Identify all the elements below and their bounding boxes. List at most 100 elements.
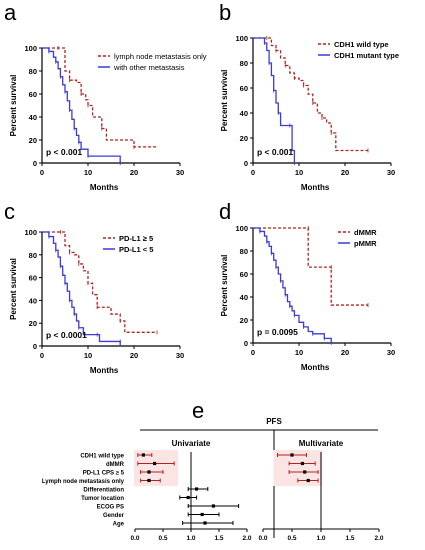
forest-univariate-estimate	[211, 504, 215, 508]
y-tick-label-a: 100	[24, 44, 37, 53]
forest-multivariate-x-tick-label: 2.0	[374, 535, 383, 542]
x-tick-label-d: 30	[387, 348, 395, 357]
y-tick-label-a: 40	[29, 113, 37, 122]
x-tick-label-b: 10	[295, 168, 303, 177]
x-tick-label-c: 0	[40, 351, 44, 360]
y-tick-label-d: 0	[244, 339, 248, 348]
forest-univariate-estimate	[200, 512, 204, 517]
forest-univariate-estimate	[203, 521, 207, 525]
x-axis-label-b: Months	[301, 183, 330, 192]
y-tick-label-d: 80	[240, 247, 248, 256]
y-tick-label-c: 100	[24, 228, 37, 237]
forest-row-label: Lymph node metastasis only	[42, 479, 125, 485]
y-tick-label-b: 80	[240, 59, 248, 68]
forest-univariate-estimate	[195, 487, 199, 491]
legend-label-d-0: dMMR	[354, 228, 377, 237]
legend-label-b-0: CDH1 wild type	[334, 40, 389, 49]
y-axis-label-b: Percent survival	[220, 70, 229, 132]
legend-label-c-1: PD-L1 < 5	[119, 245, 153, 254]
legend-label-b-1: CDH1 mutant type	[334, 51, 399, 60]
panel-letter-d: d	[219, 199, 232, 224]
y-tick-label-c: 0	[33, 342, 37, 351]
forest-multivariate-x-tick-label: 1.0	[316, 535, 325, 542]
y-axis-label-d: Percent survival	[220, 255, 229, 317]
series-line-d-1	[253, 227, 332, 343]
p-value-c: p < 0.0001	[46, 330, 87, 340]
forest-univariate-x-tick-label: 1.0	[186, 535, 195, 542]
p-value-b: p < 0.001	[257, 147, 293, 157]
forest-multivariate-x-tick-label: 0.0	[258, 535, 267, 542]
forest-row-label: Differentiation	[83, 488, 124, 494]
forest-multivariate-label: Multivariate	[299, 439, 344, 448]
x-tick-label-c: 10	[84, 351, 92, 360]
forest-multivariate-estimate	[303, 470, 307, 474]
y-tick-label-a: 20	[29, 136, 37, 145]
forest-multivariate-x-tick-label: 0.5	[287, 535, 296, 542]
forest-univariate-estimate	[147, 478, 151, 483]
forest-univariate-x-tick-label: 0.5	[158, 535, 167, 542]
y-tick-label-b: 40	[240, 109, 248, 118]
forest-row-label: Gender	[103, 513, 125, 519]
x-tick-label-b: 20	[341, 168, 349, 177]
y-tick-label-c: 20	[29, 319, 37, 328]
forest-multivariate-estimate	[300, 461, 305, 466]
x-tick-label-b: 30	[387, 168, 395, 177]
forest-row-label: Age	[113, 522, 125, 528]
y-tick-label-a: 0	[33, 159, 37, 168]
series-line-b-0	[253, 37, 368, 152]
x-axis-label-c: Months	[90, 366, 119, 375]
forest-multivariate-estimate	[306, 478, 310, 483]
x-tick-label-a: 0	[40, 168, 44, 177]
x-tick-label-d: 0	[251, 348, 255, 357]
series-line-a-0	[42, 47, 157, 148]
panel-letter-b: b	[219, 0, 232, 25]
y-tick-label-a: 60	[29, 90, 37, 99]
forest-row-label: ECOG PS	[97, 505, 124, 511]
y-tick-label-b: 60	[240, 84, 248, 93]
y-tick-label-d: 60	[240, 270, 248, 279]
x-axis-label-a: Months	[90, 183, 119, 192]
y-axis-label-a: Percent survival	[9, 75, 18, 137]
forest-univariate-estimate	[147, 470, 151, 474]
y-tick-label-d: 20	[240, 316, 248, 325]
forest-title: PFS	[266, 417, 282, 426]
forest-multivariate-x-tick-label: 1.5	[345, 535, 354, 542]
y-tick-label-c: 60	[29, 274, 37, 283]
p-value-d: p = 0.0095	[257, 327, 298, 337]
y-axis-label-c: Percent survival	[9, 258, 18, 320]
p-value-a: p < 0.001	[46, 147, 82, 157]
series-line-b-1	[253, 37, 296, 163]
x-tick-label-a: 20	[130, 168, 138, 177]
legend-label-a-1: with other metastasis	[113, 63, 185, 72]
x-tick-label-a: 30	[176, 168, 184, 177]
forest-row-label: CDH1 wild type	[80, 454, 124, 460]
x-axis-label-d: Months	[301, 363, 330, 372]
series-line-c-0	[42, 231, 157, 333]
forest-univariate-x-tick-label: 0.0	[130, 535, 139, 542]
y-tick-label-d: 40	[240, 293, 248, 302]
forest-univariate-x-tick-label: 2.0	[242, 535, 251, 542]
legend-label-c-0: PD-L1 ≥ 5	[119, 234, 153, 243]
series-line-a-1	[42, 47, 121, 163]
legend-label-d-1: pMMR	[354, 239, 377, 248]
series-line-c-1	[42, 231, 121, 346]
x-tick-label-b: 0	[251, 168, 255, 177]
series-line-d-0	[253, 227, 368, 306]
y-tick-label-b: 100	[235, 34, 248, 43]
forest-univariate-x-tick-label: 1.5	[214, 535, 223, 542]
legend-label-a-0: lymph node metastasis only	[114, 52, 207, 61]
panel-letter-e: e	[192, 398, 205, 423]
forest-row-label: PD-L1 CPS ≥ 5	[83, 471, 125, 477]
forest-univariate-label: Univariate	[172, 439, 211, 448]
panel-letter-a: a	[4, 0, 17, 25]
panel-letter-c: c	[4, 199, 15, 224]
y-tick-label-c: 40	[29, 296, 37, 305]
y-tick-label-c: 80	[29, 251, 37, 260]
x-tick-label-d: 10	[295, 348, 303, 357]
x-tick-label-c: 20	[130, 351, 138, 360]
forest-univariate-estimate	[186, 495, 190, 500]
x-tick-label-d: 20	[341, 348, 349, 357]
x-tick-label-c: 30	[176, 351, 184, 360]
forest-row-label: Tumor location	[81, 496, 124, 502]
y-tick-label-a: 80	[29, 67, 37, 76]
